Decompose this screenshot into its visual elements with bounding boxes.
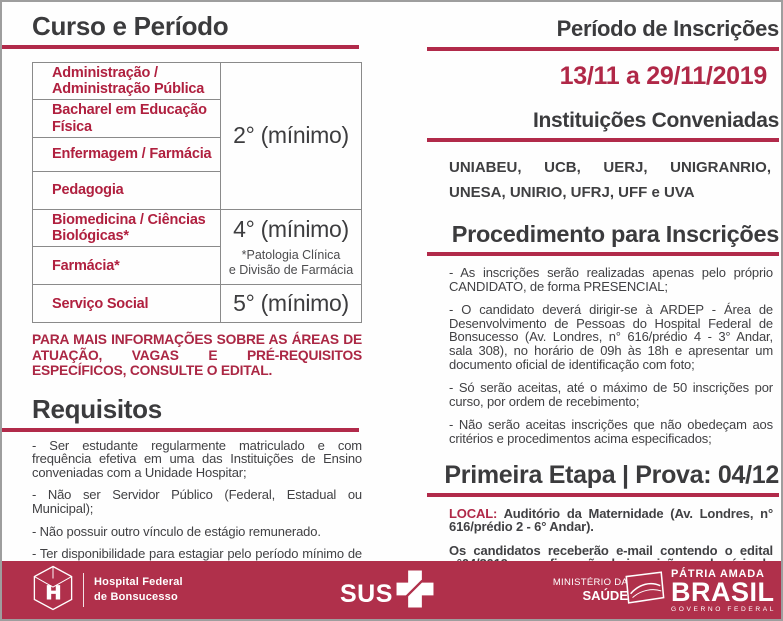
brand-line2: BRASIL: [671, 577, 775, 608]
right-column: Período de Inscrições 13/11 a 29/11/2019…: [427, 10, 779, 595]
course-cell: Serviço Social: [32, 284, 221, 324]
first-stage-title: Primeira Etapa | Prova: 04/12: [444, 460, 779, 489]
table-row: Pedagogia: [32, 170, 362, 210]
left-column: Curso e Período Administração / Administ…: [2, 10, 362, 597]
procedure-item: - As inscrições serão realizadas apenas …: [449, 265, 773, 294]
requirement-item: - Ser estudante regularmente matriculado…: [32, 437, 362, 480]
institutions-title: Instituições Conveniadas: [532, 109, 779, 132]
footer-separator: [83, 573, 84, 607]
course-cell: Enfermagem / Farmácia: [32, 136, 221, 172]
course-period-table: Administração / Administração Pública 2°…: [32, 61, 362, 324]
ministry-of-health: MINISTÉRIO DA SAÚDE: [553, 577, 628, 604]
requirements-rule: [2, 427, 359, 432]
period-cell: 2° (mínimo): [220, 62, 362, 210]
course-cell: Biomedicina / Ciências Biológicas*: [32, 208, 221, 248]
requirement-item: - Não ser Servidor Público (Federal, Est…: [32, 487, 362, 517]
registration-dates: 13/11 a 29/11/2019: [559, 62, 768, 90]
table-row: Biomedicina / Ciências Biológicas* 4° (m…: [32, 208, 362, 286]
brazil-flag-icon: [622, 569, 666, 614]
procedure-item: - Não serão aceitas inscrições que não o…: [449, 417, 773, 446]
course-cell: Administração / Administração Pública: [32, 61, 221, 101]
hospital-name-line1: Hospital Federal: [94, 576, 183, 589]
institutions-list: UNIABEU, UCB, UERJ, UNIGRANRIO, UNESA, U…: [449, 159, 771, 201]
location-label: LOCAL:: [449, 505, 498, 521]
procedure-title: Procedimento para Inscrições: [451, 221, 780, 247]
hospital-logo-icon: [32, 565, 74, 616]
table-row: Enfermagem / Farmácia: [32, 136, 362, 172]
exam-location: LOCAL: Auditório da Maternidade (Av. Lon…: [449, 505, 773, 535]
table-row: Bacharel em Educação Física: [32, 99, 362, 138]
hospital-name-line2: de Bonsucesso: [94, 591, 178, 603]
procedure-item: - O candidato deverá dirigir-se à ARDEP …: [449, 302, 773, 372]
period-value: 4° (mínimo): [233, 215, 349, 242]
first-stage-rule: [427, 492, 779, 497]
institutions-rule: [427, 138, 779, 142]
ministry-line1: MINISTÉRIO DA: [552, 577, 628, 588]
course-cell: Farmácia*: [32, 246, 221, 286]
course-period-title: Curso e Período: [32, 11, 229, 41]
period-cell: 5° (mínimo): [220, 284, 362, 324]
period-cell: 4° (mínimo) *Patologia Clínica e Divisão…: [220, 208, 362, 286]
table-row: Farmácia*: [32, 246, 362, 286]
brand-line3: GOVERNO FEDERAL: [671, 606, 776, 614]
period-footnote: *Patologia Clínica e Divisão de Farmácia: [228, 247, 354, 278]
federal-government-brand: PÁTRIA AMADA BRASIL GOVERNO FEDERAL: [622, 568, 776, 615]
registration-period-rule: [427, 47, 779, 51]
procedure-rule: [427, 252, 779, 256]
table-row: Serviço Social 5° (mínimo): [32, 284, 362, 324]
procedure-list: - As inscrições serão realizadas apenas …: [427, 266, 779, 446]
hospital-brand: Hospital Federal de Bonsucesso: [32, 565, 183, 616]
period-value: 5° (mínimo): [233, 290, 349, 317]
sus-cross-icon: [395, 570, 434, 613]
brand-text: PÁTRIA AMADA BRASIL GOVERNO FEDERAL: [671, 568, 776, 615]
requirements-title: Requisitos: [32, 393, 162, 424]
hospital-name: Hospital Federal de Bonsucesso: [94, 575, 183, 605]
footer-bar: Hospital Federal de Bonsucesso SUS MINIS…: [2, 561, 781, 619]
edital-notice: PARA MAIS INFORMAÇÕES SOBRE AS ÁREAS DE …: [32, 332, 362, 379]
registration-period-title: Período de Inscrições: [556, 16, 780, 41]
ministry-line2: SAÚDE: [582, 588, 628, 604]
period-value: 2° (mínimo): [233, 122, 349, 149]
course-cell: Pedagogia: [32, 170, 221, 210]
table-row: Administração / Administração Pública 2°…: [32, 61, 362, 210]
course-period-rule: [2, 45, 359, 49]
procedure-item: - Só serão aceitas, até o máximo de 50 i…: [449, 380, 773, 409]
sus-logo: SUS: [340, 570, 434, 613]
sus-label: SUS: [340, 580, 393, 608]
location-text: Auditório da Maternidade (Av. Londres, n…: [449, 505, 773, 535]
requirement-item: - Não possuir outro vínculo de estágio r…: [32, 523, 321, 539]
brand-line1: PÁTRIA AMADA: [671, 568, 765, 580]
course-cell: Bacharel em Educação Física: [32, 99, 221, 138]
